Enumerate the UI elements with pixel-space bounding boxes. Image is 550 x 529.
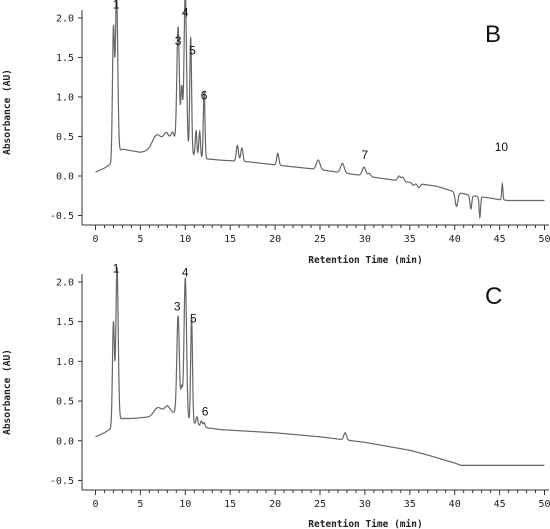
panel-c-x-tick-label: 15 [224, 499, 236, 510]
panel-b-peak-label: 4 [182, 5, 189, 19]
panel-c-peak-label: 5 [190, 312, 197, 326]
panel-c-x-tick-label: 45 [494, 499, 506, 510]
panel-b-x-tick-label: 45 [494, 234, 506, 245]
panel-c-letter: C [485, 283, 502, 310]
panel-b-peak-label: 6 [201, 88, 208, 102]
panel-b-peak-label: 5 [189, 43, 196, 57]
panel-b: -0.50.00.51.01.52.00 5 10 15 20 25 30 35 40 45 50R… [2, 0, 550, 266]
panel-c-x-tick-label: 10 [179, 499, 191, 510]
panel-c-x-tick-label: 25 [314, 499, 326, 510]
panel-b-y-tick-label: -0.5 [50, 211, 74, 222]
panel-b-y-tick-label: 0.0 [56, 171, 74, 182]
panel-b-x-tick-label: 20 [269, 234, 281, 245]
panel-c-x-tick-label: 20 [269, 499, 281, 510]
panel-c-peak-label: 1 [113, 262, 120, 276]
panel-b-x-tick-label: 35 [404, 234, 416, 245]
panel-b-y-tick-label: 0.5 [56, 132, 74, 143]
panel-c-peak-label: 4 [182, 266, 189, 280]
panel-c-y-tick-label: 0.0 [56, 436, 74, 447]
panel-c-y-tick-label: 1.5 [56, 317, 74, 328]
panel-b-x-tick-label: 15 [224, 234, 236, 245]
panel-b-chromatogram-trace [95, 0, 545, 220]
panel-b-peak-label: 3 [175, 34, 182, 48]
panel-c-x-axis-title: Retention Time (min) [308, 519, 422, 529]
panel-c-y-tick-label: -0.5 [50, 476, 74, 487]
panel-c-chromatogram-trace [95, 267, 545, 466]
panel-c-y-tick-label: 0.5 [56, 397, 74, 408]
panel-c-x-tick-label: 35 [404, 499, 416, 510]
panel-c-peak-label: 6 [202, 405, 209, 419]
panel-b-x-tick-label: 40 [449, 234, 461, 245]
panel-b-y-tick-label: 2.0 [56, 13, 74, 24]
panel-b-x-tick-label: 10 [179, 234, 191, 245]
panel-b-peak-label: 10 [495, 140, 509, 154]
panel-b-y-tick-label: 1.0 [56, 92, 74, 103]
panel-b-y-tick-label: 1.5 [56, 53, 74, 64]
panel-c-x-tick-label: 50 [538, 499, 550, 510]
panel-c-y-tick-label: 2.0 [56, 277, 74, 288]
panel-b-x-tick-label: 25 [314, 234, 326, 245]
panel-c-x-tick-label: 40 [449, 499, 461, 510]
panel-b-x-tick-label: 5 [137, 234, 143, 245]
panel-b-letter: B [485, 21, 501, 48]
panel-b-x-tick-label: 0 [92, 234, 98, 245]
panel-c-peak-label: 3 [174, 300, 181, 314]
panel-c: -0.50.00.51.01.52.00 5 10 15 20 25 30 35 40 45 50R… [2, 262, 550, 529]
panel-b-peak-label: 1 [113, 0, 120, 12]
panel-c-x-tick-label: 30 [359, 499, 371, 510]
panel-b-y-axis-title: Absorbance (AU) [2, 69, 13, 155]
panel-c-x-tick-label: 0 [92, 499, 98, 510]
panel-b-x-tick-label: 30 [359, 234, 371, 245]
panel-c-y-tick-label: 1.0 [56, 357, 74, 368]
panel-c-y-axis-title: Absorbance (AU) [2, 349, 13, 435]
panel-b-x-axis-title: Retention Time (min) [308, 255, 422, 266]
panel-b-peak-label: 7 [362, 148, 369, 162]
panel-c-x-tick-label: 5 [137, 499, 143, 510]
panel-b-x-tick-label: 50 [538, 234, 550, 245]
